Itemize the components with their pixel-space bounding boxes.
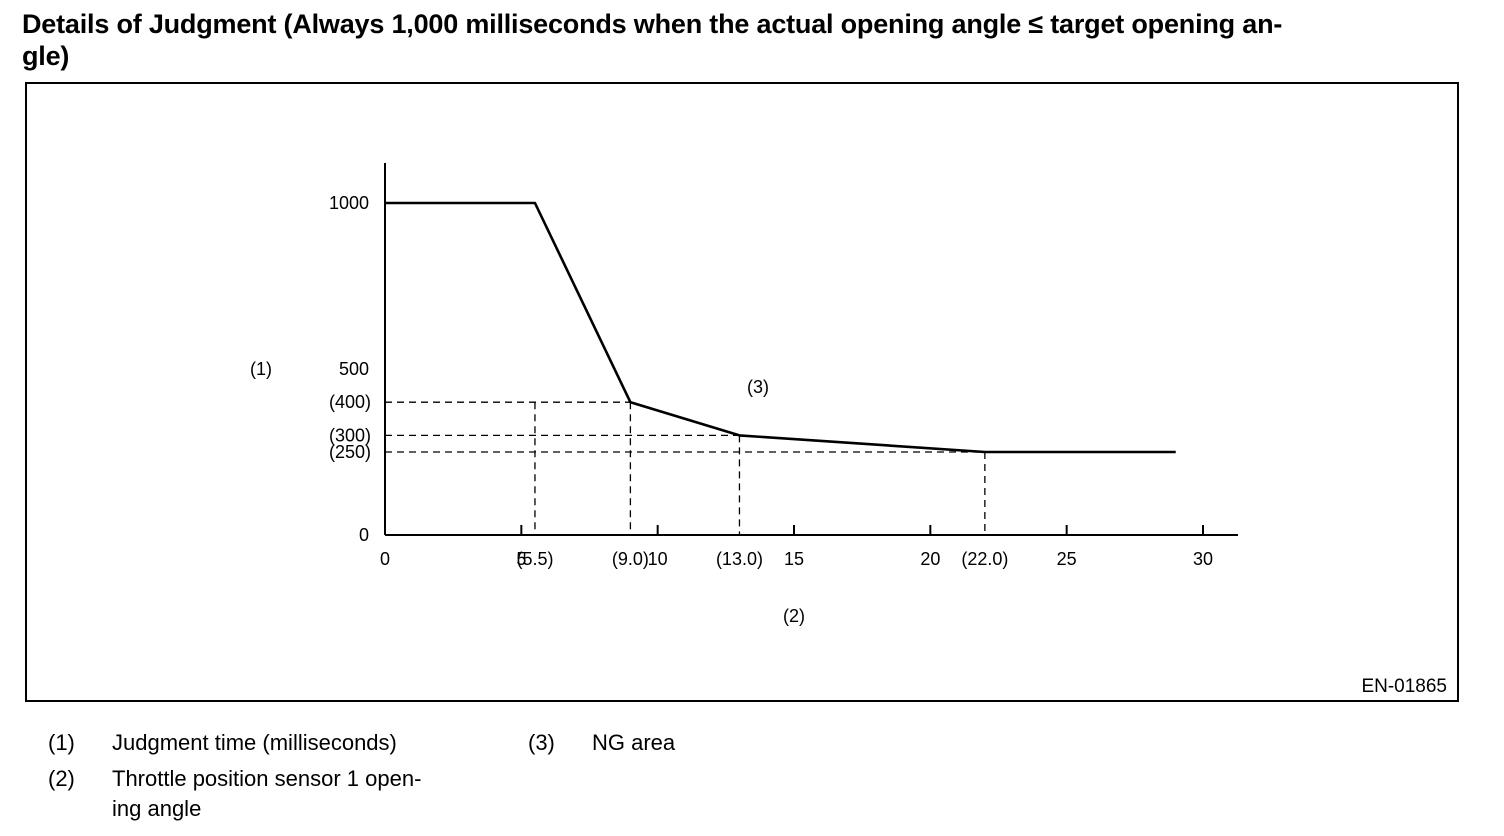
x-tick-label: 10	[648, 549, 668, 569]
y-axis-callout: (1)	[250, 359, 272, 379]
y-annotation-label: (300)	[329, 425, 371, 445]
x-annotation-label: (9.0)	[612, 549, 649, 569]
page-title-line-2: gle)	[22, 41, 70, 71]
x-annotation-label: (13.0)	[716, 549, 763, 569]
y-tick-label: 500	[339, 359, 369, 379]
legend-number: (3)	[528, 730, 555, 755]
x-tick-label: 25	[1057, 549, 1077, 569]
page-title: Details of Judgment (Always 1,000 millis…	[22, 8, 1482, 72]
legend-text-line-1: Throttle position sensor 1 open-	[112, 766, 422, 791]
legend-number: (1)	[48, 730, 75, 755]
y-tick-label: 1000	[329, 193, 369, 213]
x-annotation-label: (22.0)	[961, 549, 1008, 569]
legend-item-3: (3) NG area	[528, 728, 828, 758]
x-tick-label: 15	[784, 549, 804, 569]
legend-text: Judgment time (milliseconds)	[112, 730, 397, 755]
legend-text-line-2: ing angle	[112, 796, 202, 821]
y-annotation-label: (400)	[329, 392, 371, 412]
figure-frame: 0 5 10 15 20 25 30 0 500 1000 (5.5) (9.0) (13.0) (22.…	[25, 82, 1459, 702]
figure-code: EN-01865	[1361, 676, 1447, 697]
ng-area-callout: (3)	[747, 377, 769, 397]
page-title-line-1: Details of Judgment (Always 1,000 millis…	[22, 9, 1283, 39]
legend-item-2: (2) Throttle position sensor 1 open- ing…	[48, 764, 488, 824]
y-annotation-label: (250)	[329, 442, 371, 462]
x-tick-label: 5	[516, 549, 526, 569]
judgment-chart: 0 5 10 15 20 25 30 0 500 1000 (5.5) (9.0) (13.0) (22.…	[250, 163, 1238, 626]
x-tick-label: 0	[380, 549, 390, 569]
x-annotation-label: (5.5)	[516, 549, 553, 569]
x-tick-label: 20	[920, 549, 940, 569]
legend-item-1: (1) Judgment time (milliseconds)	[48, 728, 488, 758]
y-tick-label: 0	[359, 525, 369, 545]
legend-text: NG area	[592, 730, 676, 755]
x-axis-callout: (2)	[783, 606, 805, 626]
x-tick-label: 30	[1193, 549, 1213, 569]
legend-number: (2)	[48, 766, 75, 791]
judgment-time-line	[385, 201, 1176, 454]
